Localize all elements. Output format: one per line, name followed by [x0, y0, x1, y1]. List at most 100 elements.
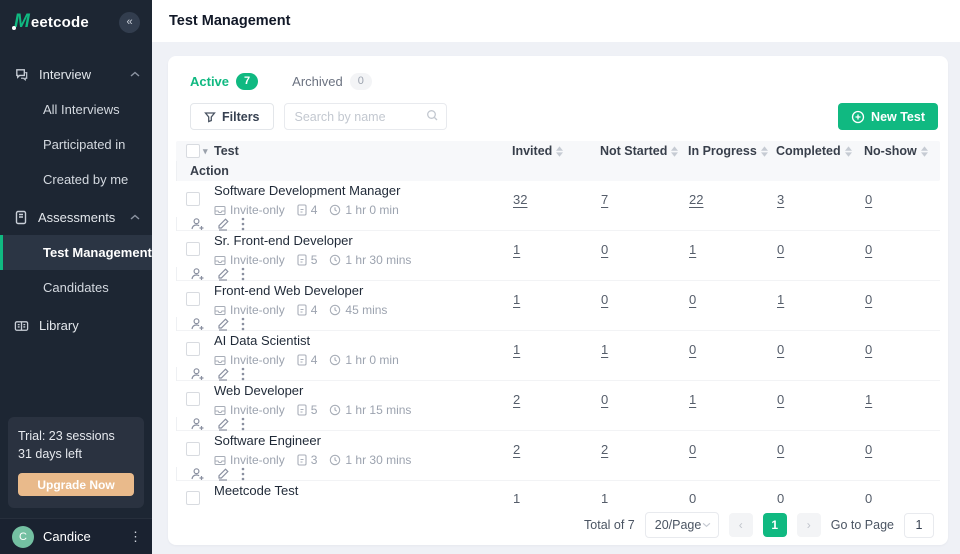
- completed-count-link[interactable]: 0: [774, 342, 784, 357]
- more-actions-kebab-icon[interactable]: [241, 417, 245, 431]
- invite-candidate-icon[interactable]: [190, 267, 205, 281]
- not-started-count-link[interactable]: 7: [598, 192, 608, 207]
- new-test-button[interactable]: New Test: [838, 103, 938, 130]
- select-all-checkbox[interactable]: [186, 144, 200, 158]
- test-title[interactable]: Front-end Web Developer: [214, 283, 502, 298]
- invited-count-link[interactable]: 2: [510, 442, 520, 457]
- invited-count-link[interactable]: 1: [510, 242, 520, 257]
- test-title[interactable]: Software Development Manager: [214, 183, 502, 198]
- edit-icon[interactable]: [216, 317, 230, 331]
- in-progress-count-link[interactable]: 0: [686, 292, 696, 307]
- test-title[interactable]: Sr. Front-end Developer: [214, 233, 502, 248]
- in-progress-count-link[interactable]: 0: [686, 491, 696, 505]
- test-title[interactable]: Meetcode Test: [214, 483, 502, 498]
- invited-count-link[interactable]: 1: [510, 342, 520, 357]
- sidebar-item-all-interviews[interactable]: All Interviews: [0, 92, 152, 127]
- in-progress-count-link[interactable]: 1: [686, 242, 696, 257]
- completed-count-link[interactable]: 0: [774, 242, 784, 257]
- not-started-count-link[interactable]: 0: [598, 392, 608, 407]
- column-header-not-started[interactable]: Not Started: [598, 144, 686, 158]
- current-page-button[interactable]: 1: [763, 513, 787, 537]
- row-checkbox[interactable]: [186, 292, 200, 306]
- completed-count-link[interactable]: 0: [774, 442, 784, 457]
- not-started-count-link[interactable]: 1: [598, 342, 608, 357]
- column-header-completed[interactable]: Completed: [774, 144, 862, 158]
- more-actions-kebab-icon[interactable]: [241, 317, 245, 331]
- test-title[interactable]: Web Developer: [214, 383, 502, 398]
- row-checkbox[interactable]: [186, 242, 200, 256]
- no-show-count-link[interactable]: 0: [862, 442, 872, 457]
- page-size-select[interactable]: 20/Page: [645, 512, 719, 538]
- sidebar-item-assessments[interactable]: Assessments: [0, 200, 152, 235]
- row-checkbox[interactable]: [186, 342, 200, 356]
- search-input[interactable]: [284, 103, 447, 130]
- invited-count-link[interactable]: 1: [510, 491, 520, 505]
- edit-icon[interactable]: [216, 267, 230, 281]
- not-started-count-link[interactable]: 1: [598, 491, 608, 505]
- no-show-count-link[interactable]: 0: [862, 292, 872, 307]
- not-started-count-link[interactable]: 0: [598, 292, 608, 307]
- edit-icon[interactable]: [216, 417, 230, 431]
- invite-candidate-icon[interactable]: [190, 367, 205, 381]
- more-actions-kebab-icon[interactable]: [241, 267, 245, 281]
- edit-icon[interactable]: [216, 467, 230, 481]
- filters-button[interactable]: Filters: [190, 103, 274, 130]
- next-page-button[interactable]: ›: [797, 513, 821, 537]
- sort-icon[interactable]: [556, 146, 563, 157]
- completed-count-link[interactable]: 0: [774, 392, 784, 407]
- row-checkbox[interactable]: [186, 491, 200, 505]
- sort-icon[interactable]: [671, 146, 678, 157]
- no-show-count-link[interactable]: 0: [862, 242, 872, 257]
- row-checkbox[interactable]: [186, 442, 200, 456]
- sort-icon[interactable]: [761, 146, 768, 157]
- completed-count-link[interactable]: 0: [774, 491, 784, 505]
- invite-candidate-icon[interactable]: [190, 467, 205, 481]
- in-progress-count-link[interactable]: 1: [686, 392, 696, 407]
- sidebar-item-interview[interactable]: Interview: [0, 57, 152, 92]
- invite-candidate-icon[interactable]: [190, 217, 205, 231]
- not-started-count-link[interactable]: 0: [598, 242, 608, 257]
- sidebar-item-candidates[interactable]: Candidates: [0, 270, 152, 305]
- edit-icon[interactable]: [216, 217, 230, 231]
- sidebar-item-created-by-me[interactable]: Created by me: [0, 162, 152, 197]
- sort-icon[interactable]: [921, 146, 928, 157]
- completed-count-link[interactable]: 3: [774, 192, 784, 207]
- invited-count-link[interactable]: 32: [510, 192, 527, 207]
- invited-count-link[interactable]: 2: [510, 392, 520, 407]
- test-title[interactable]: AI Data Scientist: [214, 333, 502, 348]
- row-checkbox[interactable]: [186, 392, 200, 406]
- user-menu-kebab-icon[interactable]: ⋮: [129, 529, 142, 545]
- sidebar-item-participated-in[interactable]: Participated in: [0, 127, 152, 162]
- goto-page-input[interactable]: [904, 513, 934, 538]
- no-show-count-link[interactable]: 0: [862, 491, 872, 505]
- completed-count-link[interactable]: 1: [774, 292, 784, 307]
- column-header-no-show[interactable]: No-show: [862, 144, 940, 158]
- no-show-count-link[interactable]: 1: [862, 392, 872, 407]
- select-dropdown-caret-icon[interactable]: ▾: [203, 146, 208, 157]
- sidebar-item-test-management[interactable]: Test Management: [0, 235, 152, 270]
- more-actions-kebab-icon[interactable]: [241, 467, 245, 481]
- tab-active[interactable]: Active 7: [190, 73, 258, 90]
- in-progress-count-link[interactable]: 0: [686, 442, 696, 457]
- row-checkbox[interactable]: [186, 192, 200, 206]
- invited-count-link[interactable]: 1: [510, 292, 520, 307]
- column-header-invited[interactable]: Invited: [510, 144, 598, 158]
- in-progress-count-link[interactable]: 22: [686, 192, 703, 207]
- test-title[interactable]: Software Engineer: [214, 433, 502, 448]
- prev-page-button[interactable]: ‹: [729, 513, 753, 537]
- sidebar-item-library[interactable]: Library: [0, 308, 152, 343]
- invite-candidate-icon[interactable]: [190, 317, 205, 331]
- invite-candidate-icon[interactable]: [190, 417, 205, 431]
- more-actions-kebab-icon[interactable]: [241, 217, 245, 231]
- no-show-count-link[interactable]: 0: [862, 342, 872, 357]
- more-actions-kebab-icon[interactable]: [241, 367, 245, 381]
- sidebar-collapse-button[interactable]: «: [119, 12, 140, 33]
- column-header-in-progress[interactable]: In Progress: [686, 144, 774, 158]
- tab-archived[interactable]: Archived 0: [292, 73, 372, 90]
- sort-icon[interactable]: [845, 146, 852, 157]
- edit-icon[interactable]: [216, 367, 230, 381]
- not-started-count-link[interactable]: 2: [598, 442, 608, 457]
- no-show-count-link[interactable]: 0: [862, 192, 872, 207]
- in-progress-count-link[interactable]: 0: [686, 342, 696, 357]
- upgrade-now-button[interactable]: Upgrade Now: [18, 473, 134, 496]
